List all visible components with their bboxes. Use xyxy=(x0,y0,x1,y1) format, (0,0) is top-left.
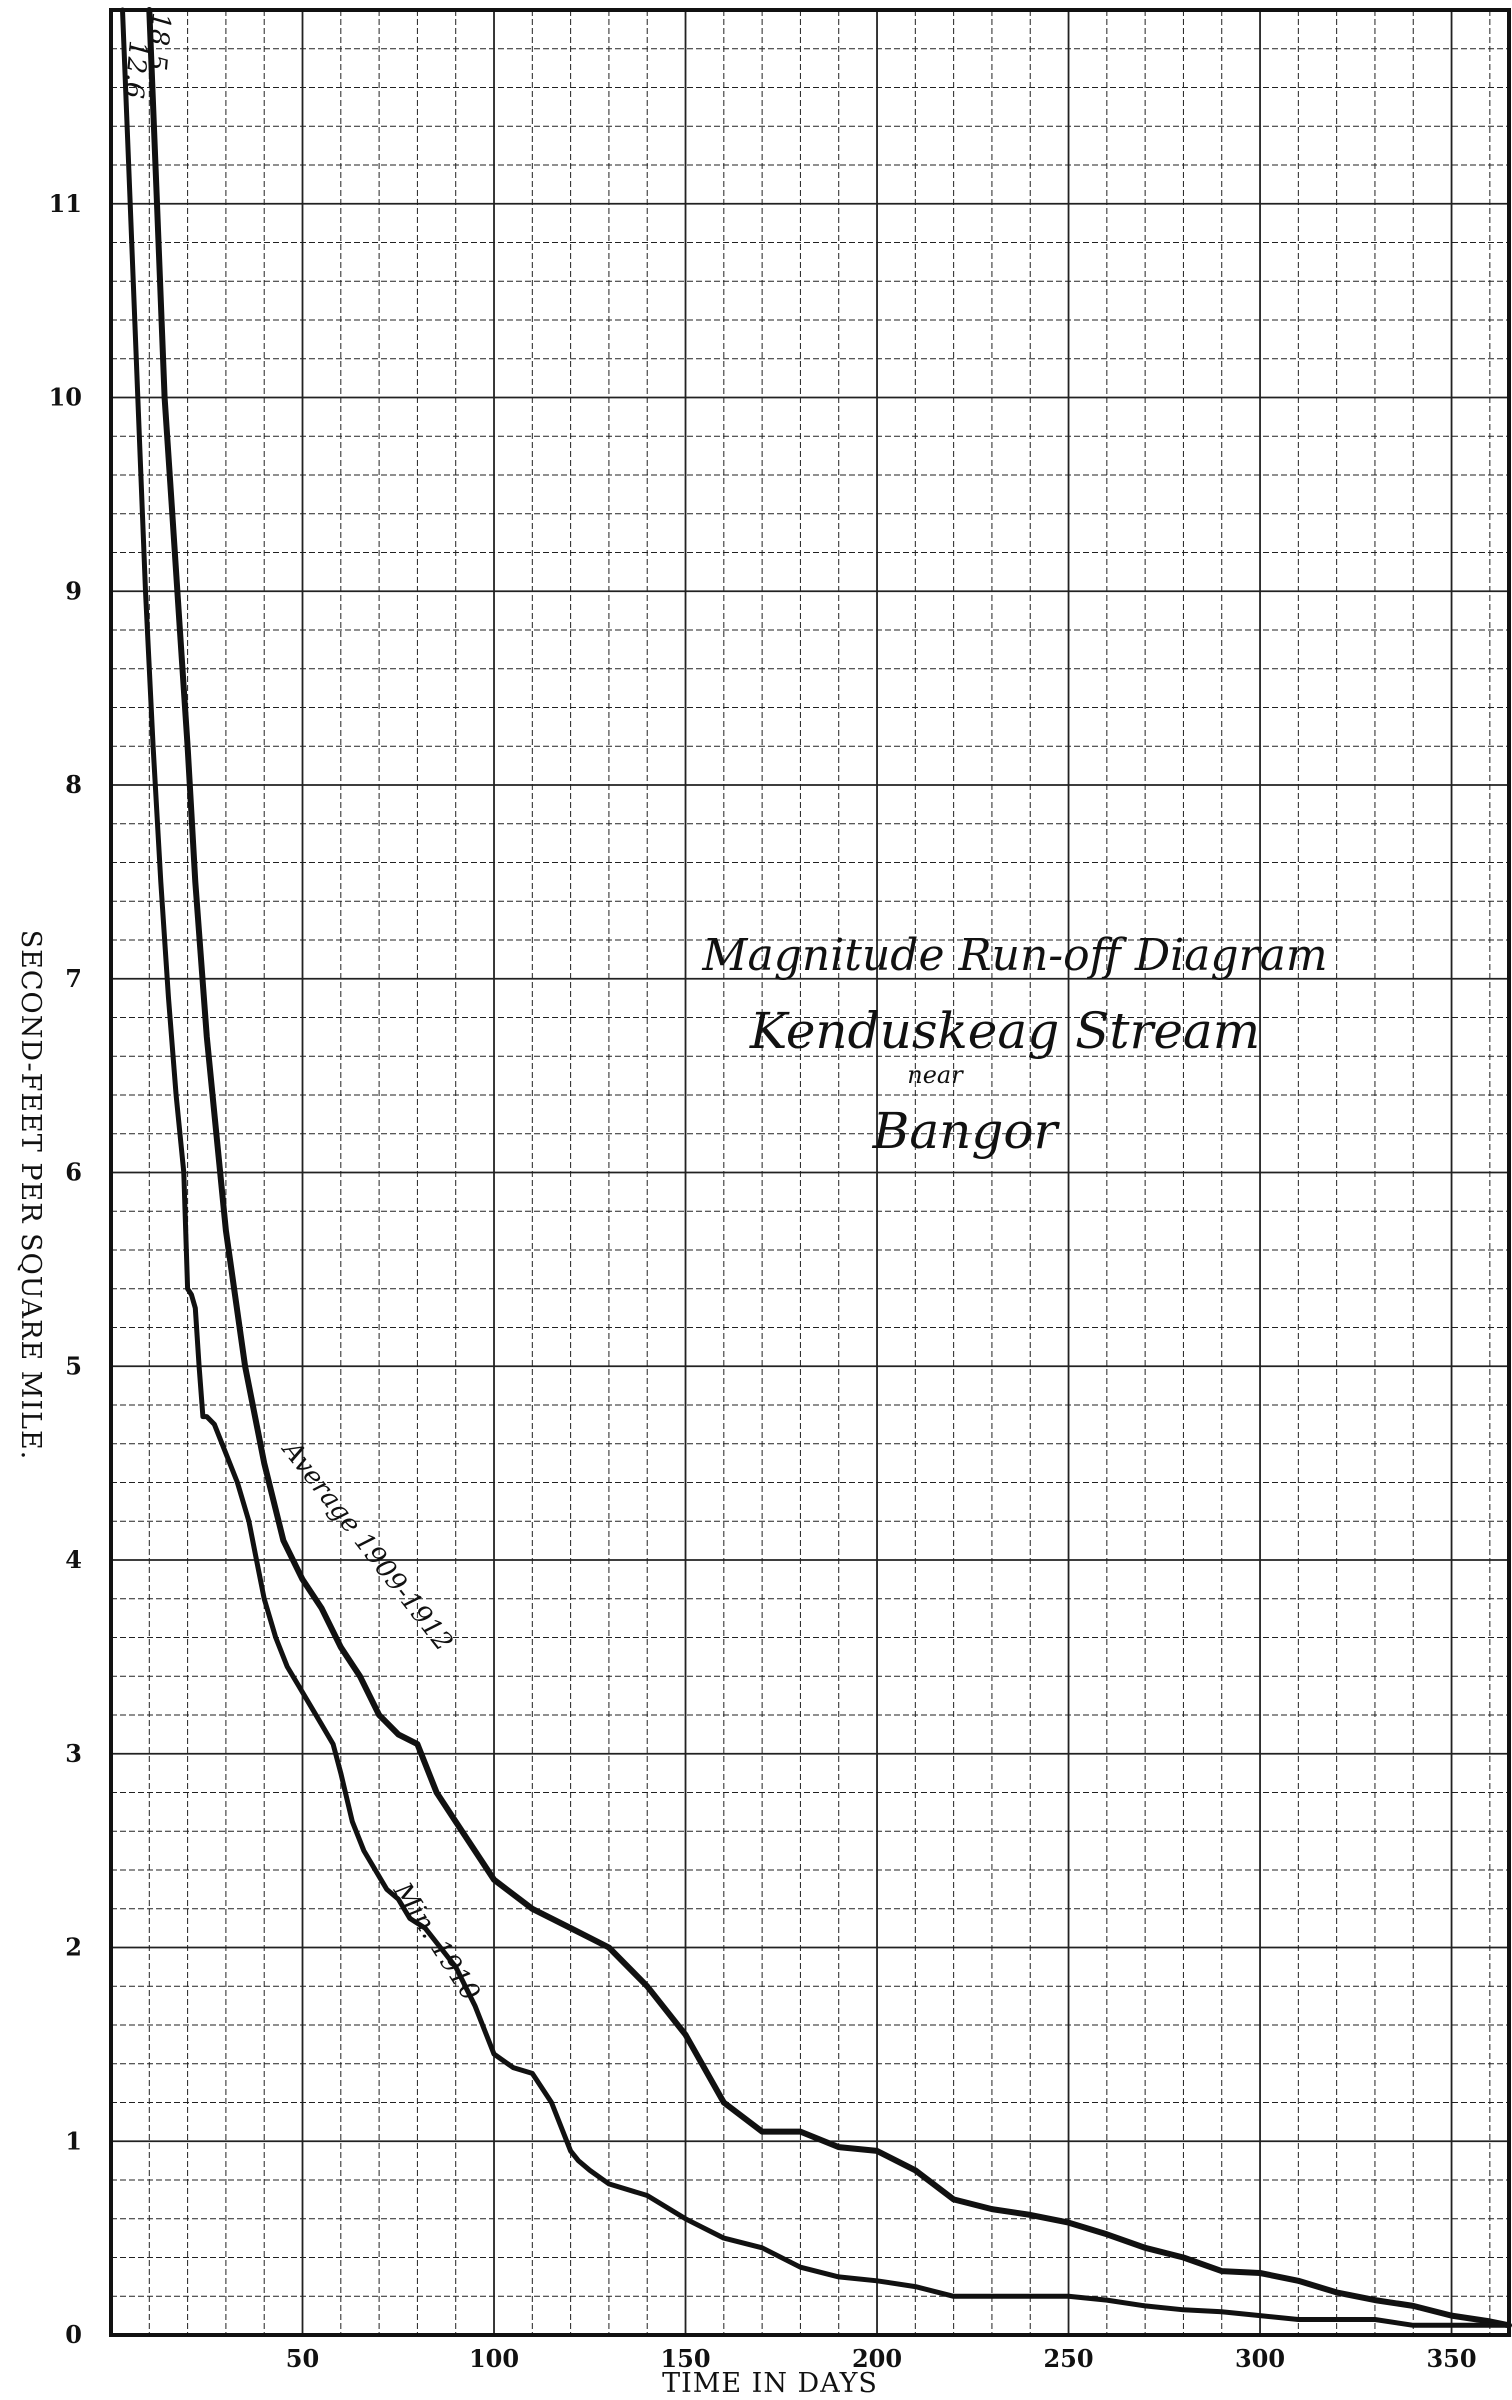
y-tick-label: 6 xyxy=(65,1158,82,1187)
x-tick-label: 100 xyxy=(469,2344,519,2373)
x-tick-label: 50 xyxy=(286,2344,319,2373)
annotation-stream: Kenduskeag Stream xyxy=(749,1002,1260,1060)
x-tick-label: 150 xyxy=(660,2344,710,2373)
min-1910-line xyxy=(120,7,1512,2328)
y-axis-label: SECOND-FEET PER SQUARE MILE. xyxy=(15,930,46,1461)
plot-frame xyxy=(109,8,1511,2337)
annotation-title: Magnitude Run-off Diagram xyxy=(701,930,1327,981)
chart-curves xyxy=(120,7,1512,2329)
y-tick-label: 5 xyxy=(65,1351,82,1380)
y-tick-label: 0 xyxy=(65,2320,82,2349)
y-tick-label: 4 xyxy=(65,1545,82,1574)
y-tick-label: 10 xyxy=(49,383,82,412)
annotation-place: Bangor xyxy=(872,1102,1061,1160)
y-tick-label: 8 xyxy=(65,770,82,799)
y-tick-label: 1 xyxy=(65,2126,82,2155)
y-tick-label: 3 xyxy=(65,1739,82,1768)
top-label-avg: 18.5 xyxy=(141,11,176,71)
y-tick-label: 7 xyxy=(65,964,82,993)
x-tick-label: 350 xyxy=(1426,2344,1476,2373)
average-1909-1912-line xyxy=(146,7,1512,2329)
x-tick-label: 200 xyxy=(852,2344,902,2373)
annotation-near: near xyxy=(907,1061,964,1089)
y-tick-label: 9 xyxy=(65,576,82,605)
y-tick-label: 2 xyxy=(65,1933,82,1962)
x-axis-label: TIME IN DAYS xyxy=(662,2368,878,2399)
x-tick-label: 300 xyxy=(1235,2344,1285,2373)
chart-grid xyxy=(110,9,1509,2336)
min-curve-label: Min. 1910 xyxy=(387,1877,486,2007)
top-label-min: 12.6 xyxy=(118,39,153,99)
y-tick-label: 11 xyxy=(49,189,82,218)
x-tick-label: 250 xyxy=(1043,2344,1093,2373)
tick-labels: 50 100 150 200 250 300 350 0 1 2 3 4 5 6 7 8 9 10 11 xyxy=(49,189,1477,2373)
